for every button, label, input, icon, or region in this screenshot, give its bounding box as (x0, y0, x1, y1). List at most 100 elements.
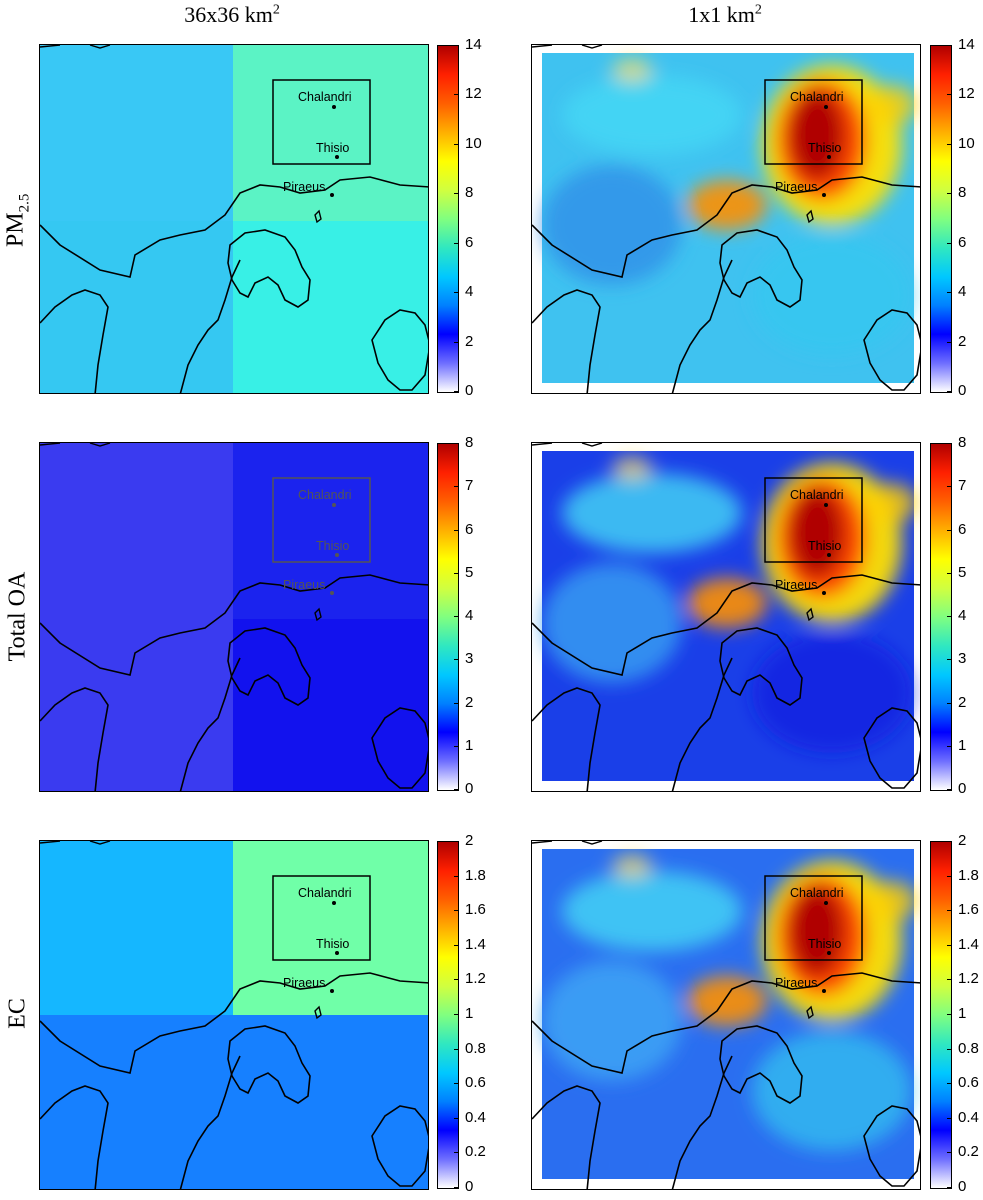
colorbar-tick-label: 10 (958, 134, 975, 152)
city-label-thisio: Thisio (316, 937, 349, 951)
colorbar-tick-label: 4 (958, 607, 967, 624)
colorbar-tick-mark (454, 789, 459, 790)
concentration-patch (867, 483, 917, 523)
colorbar-tick-mark (454, 944, 459, 946)
colorbar-tick-label: 12 (465, 85, 482, 103)
coastline (532, 176, 920, 278)
map-panel-fine-row2: Chalandri Thisio Piraeus (531, 442, 921, 792)
colorbar-tick-label: 5 (465, 563, 474, 581)
study-area-box (272, 477, 371, 563)
island-outline (719, 1025, 803, 1104)
colorbar-tick-mark (947, 486, 952, 488)
concentration-patch (687, 976, 767, 1026)
colorbar-tick-label: 1.4 (465, 935, 486, 953)
city-label-piraeus: Piraeus (283, 976, 325, 990)
city-marker-chalandri (332, 901, 336, 905)
colorbar-tick-mark (454, 292, 459, 294)
city-marker-thisio (335, 155, 339, 159)
colorbar-tick-label: 0 (465, 382, 474, 399)
colorbar-tick-label: 4 (465, 283, 474, 301)
city-marker-piraeus (822, 193, 826, 197)
column-title-fine-sup: 2 (754, 2, 762, 18)
city-label-thisio: Thisio (316, 141, 349, 155)
concentration-patch (867, 85, 917, 125)
colorbar-tick-label: 8 (465, 434, 474, 451)
colorbar-tick-label: 0.6 (465, 1074, 486, 1092)
concentration-patch (789, 90, 845, 180)
colorbar-tick-mark (454, 45, 459, 46)
city-marker-thisio (827, 951, 831, 955)
row-title-pm25-text: PM (2, 212, 29, 248)
colorbar-tick-mark (454, 572, 459, 574)
coastline (179, 657, 241, 791)
city-marker-piraeus (822, 591, 826, 595)
coastline-east (863, 309, 920, 391)
study-area-box (272, 875, 371, 961)
grid-cell (233, 619, 428, 791)
colorbar-fine-row3 (930, 841, 952, 1189)
colorbar-tick-label: 0 (465, 780, 474, 797)
map-panel-coarse-row1: Chalandri Thisio Piraeus (39, 44, 429, 394)
column-title-fine-text: 1x1 km (688, 2, 755, 27)
coastline (671, 657, 733, 791)
colorbar-tick-mark (947, 1048, 952, 1050)
islet-outline (806, 607, 814, 622)
colorbar-tick-label: 1 (465, 736, 474, 754)
colorbar-tick-label: 2 (465, 332, 474, 350)
colorbar-tick-mark (454, 1083, 459, 1085)
coastline (40, 1085, 109, 1189)
coastline (671, 259, 733, 393)
colorbar-tick-mark (454, 1014, 459, 1015)
map-panel-coarse-row3: Chalandri Thisio Piraeus (39, 840, 429, 1190)
city-label-piraeus: Piraeus (775, 180, 817, 194)
coastline-east (371, 309, 428, 391)
map-panel-coarse-row2: Chalandri Thisio Piraeus (39, 442, 429, 792)
colorbar-tick-mark (947, 193, 952, 195)
colorbar-coarse-row1 (437, 45, 459, 393)
colorbar-tick-mark (454, 875, 459, 877)
colorbar-tick-mark (947, 1117, 952, 1119)
concentration-patch (789, 488, 845, 578)
grid-cell (233, 1015, 428, 1189)
grid-cell (40, 45, 233, 221)
colorbar-tick-label: 6 (958, 233, 967, 251)
city-marker-thisio (335, 951, 339, 955)
city-marker-chalandri (824, 901, 828, 905)
colorbar-tick-mark (947, 94, 952, 96)
island-outline (227, 1025, 311, 1104)
city-marker-thisio (827, 553, 831, 557)
row-title-oa: Total OA (5, 507, 32, 727)
concentration-patch (752, 235, 912, 355)
colorbar-tick-mark (947, 292, 952, 294)
colorbar-tick-mark (947, 616, 952, 617)
colorbar-tick-label: 0.4 (958, 1108, 979, 1126)
coastline-east (371, 707, 428, 789)
colorbar-tick-mark (454, 443, 459, 444)
colorbar-tick-mark (947, 1187, 952, 1188)
island-outline (227, 229, 311, 308)
colorbar-tick-label: 12 (958, 85, 975, 103)
city-marker-piraeus (330, 591, 334, 595)
concentration-patch (687, 578, 767, 628)
colorbar-tick-label: 0.2 (958, 1143, 979, 1161)
colorbar-tick-mark (947, 910, 952, 912)
colorbar-tick-mark (947, 875, 952, 877)
grid-cell (40, 841, 233, 1015)
colorbar-tick-label: 0 (465, 1178, 474, 1195)
column-title-fine: 1x1 km2 (575, 2, 875, 28)
study-area-box (272, 79, 371, 165)
coastline (40, 574, 428, 676)
column-title-coarse: 36x36 km2 (82, 2, 382, 28)
concentration-patch (752, 633, 912, 753)
colorbar-tick-mark (454, 702, 459, 704)
islet-outline (314, 1005, 322, 1020)
city-marker-piraeus (330, 193, 334, 197)
concentration-patch (789, 886, 845, 976)
coastline-north (532, 841, 603, 845)
concentration-patch (562, 75, 742, 155)
colorbar-tick-mark (947, 1014, 952, 1015)
coastline-east (371, 1105, 428, 1187)
coastline-north (40, 841, 111, 845)
colorbar-fine-row2 (930, 443, 952, 791)
colorbar-tick-label: 2 (958, 693, 967, 711)
